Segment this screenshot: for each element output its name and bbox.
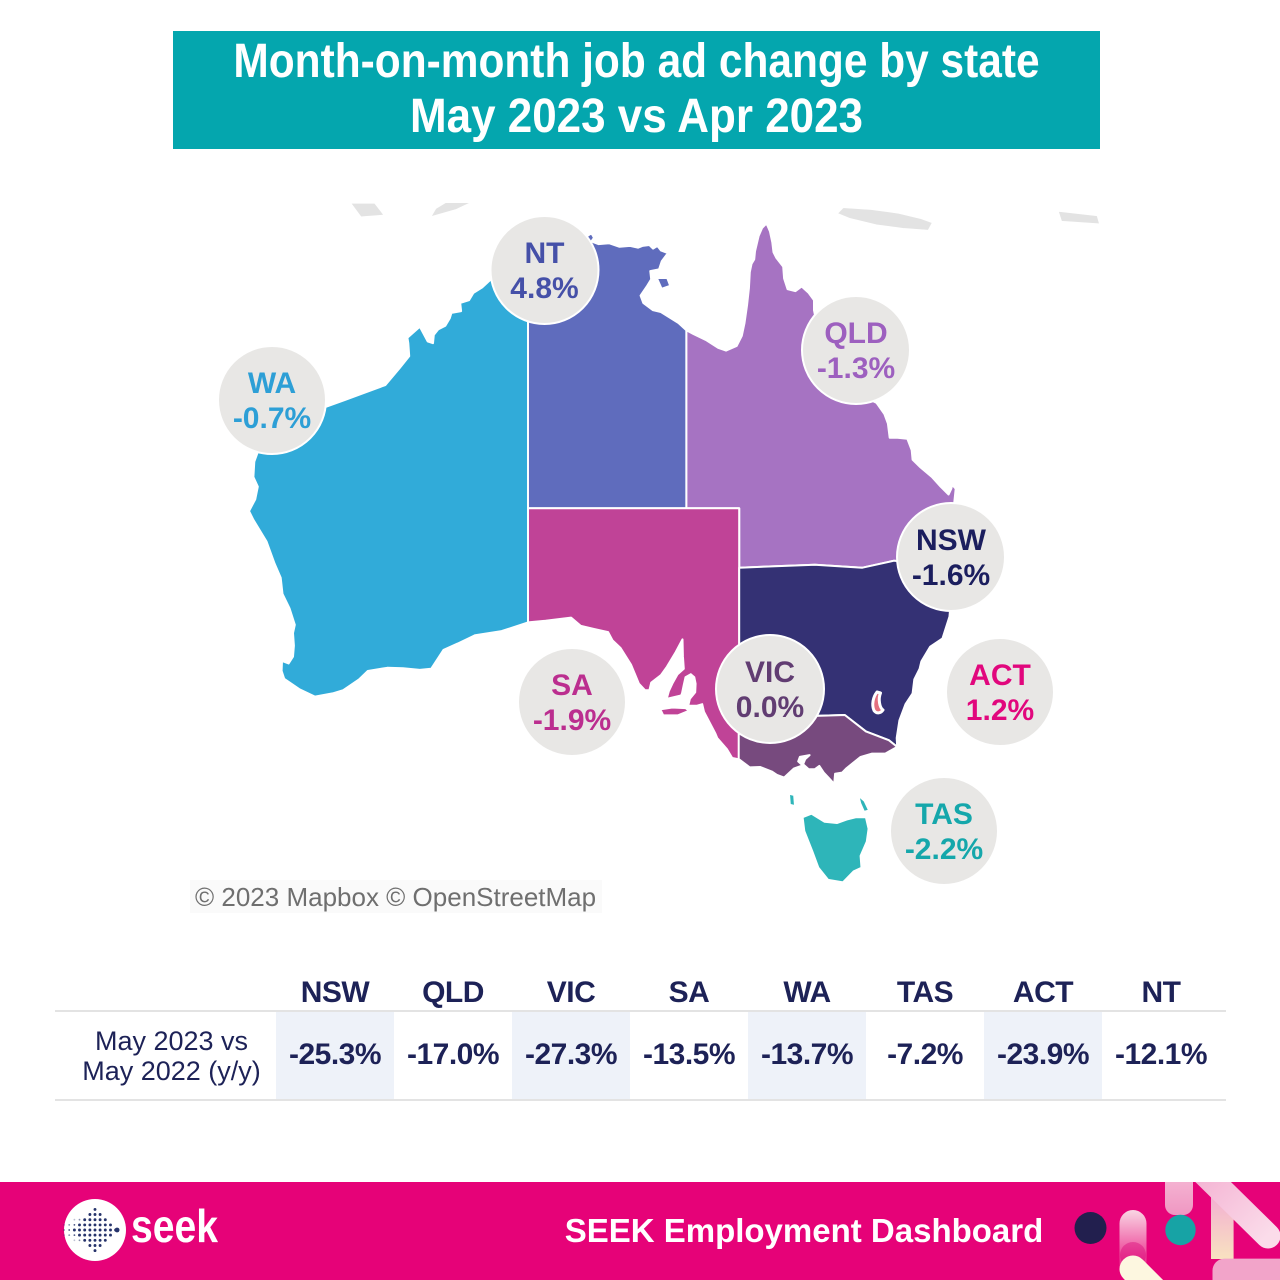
svg-text:-1.9%: -1.9% [533, 704, 611, 737]
svg-text:4.8%: 4.8% [510, 272, 578, 305]
svg-text:VIC: VIC [745, 656, 795, 689]
svg-text:QLD: QLD [824, 317, 887, 350]
svg-text:0.0%: 0.0% [736, 691, 804, 724]
svg-text:TAS: TAS [915, 798, 973, 831]
svg-text:-1.3%: -1.3% [817, 352, 895, 385]
svg-text:-2.2%: -2.2% [905, 833, 983, 866]
svg-text:SA: SA [551, 669, 593, 702]
svg-text:1.2%: 1.2% [966, 694, 1034, 727]
svg-text:NT: NT [525, 237, 565, 270]
svg-text:-0.7%: -0.7% [233, 402, 311, 435]
svg-text:NSW: NSW [916, 524, 987, 557]
svg-text:ACT: ACT [969, 659, 1031, 692]
svg-text:-1.6%: -1.6% [912, 559, 990, 592]
svg-text:WA: WA [248, 367, 296, 400]
